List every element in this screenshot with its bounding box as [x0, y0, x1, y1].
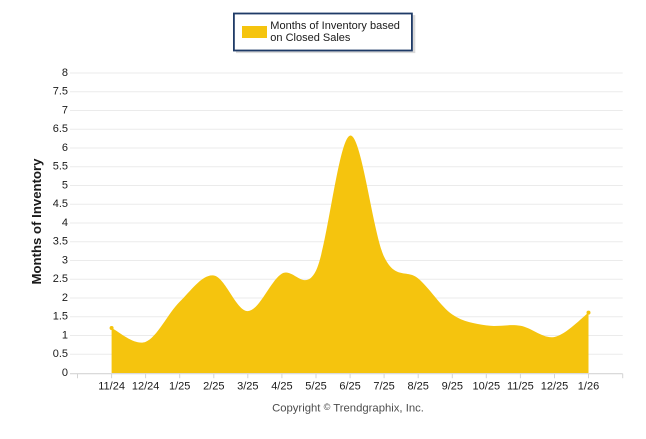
svg-text:7/25: 7/25	[373, 381, 394, 393]
svg-text:1/25: 1/25	[169, 381, 190, 393]
svg-text:1/26: 1/26	[578, 381, 599, 393]
svg-text:1.5: 1.5	[53, 311, 68, 323]
svg-text:4.5: 4.5	[53, 198, 68, 210]
svg-text:9/25: 9/25	[442, 381, 463, 393]
svg-text:5: 5	[62, 179, 68, 191]
svg-text:Copyright © Trendgraphix, Inc.: Copyright © Trendgraphix, Inc.	[272, 402, 424, 414]
svg-text:11/24: 11/24	[98, 381, 125, 393]
svg-text:3: 3	[62, 254, 68, 266]
svg-text:0: 0	[62, 367, 68, 379]
svg-text:3.5: 3.5	[53, 236, 68, 248]
svg-text:12/24: 12/24	[132, 381, 160, 393]
svg-text:7.5: 7.5	[53, 86, 68, 98]
svg-text:8/25: 8/25	[407, 381, 428, 393]
svg-text:11/25: 11/25	[507, 381, 534, 393]
svg-text:2.5: 2.5	[53, 273, 68, 285]
svg-text:3/25: 3/25	[237, 381, 258, 393]
svg-text:6.5: 6.5	[53, 123, 68, 135]
svg-text:5.5: 5.5	[53, 161, 68, 173]
svg-text:2: 2	[62, 292, 68, 304]
svg-text:on Closed Sales: on Closed Sales	[270, 32, 351, 44]
svg-text:Months of Inventory: Months of Inventory	[29, 158, 44, 285]
svg-text:Months of Inventory based: Months of Inventory based	[270, 20, 400, 32]
svg-text:0.5: 0.5	[53, 348, 68, 360]
svg-text:5/25: 5/25	[305, 381, 326, 393]
svg-text:6: 6	[62, 142, 68, 154]
svg-text:12/25: 12/25	[541, 381, 569, 393]
svg-text:6/25: 6/25	[339, 381, 360, 393]
svg-text:7: 7	[62, 104, 68, 116]
svg-text:1: 1	[62, 329, 68, 341]
svg-text:8: 8	[62, 67, 68, 79]
svg-text:4/25: 4/25	[271, 381, 292, 393]
svg-text:2/25: 2/25	[203, 381, 224, 393]
svg-text:10/25: 10/25	[473, 381, 501, 393]
svg-text:4: 4	[62, 217, 68, 229]
